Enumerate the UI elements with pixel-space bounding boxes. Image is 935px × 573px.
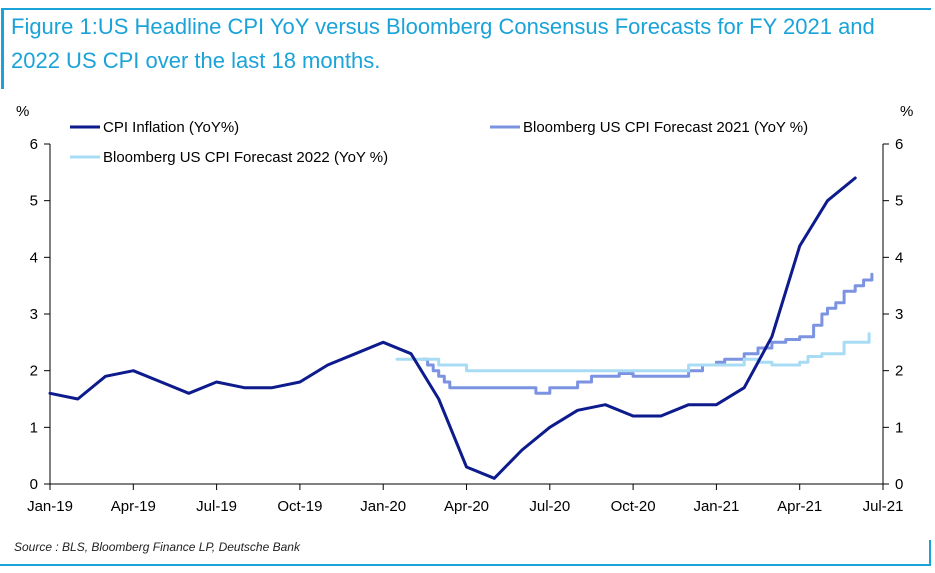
y-tick-label-left: 4 bbox=[30, 249, 38, 266]
y-tick-label-right: 5 bbox=[895, 193, 903, 210]
source-note: Source : BLS, Bloomberg Finance LP, Deut… bbox=[14, 540, 300, 554]
y-tick-label-right: 0 bbox=[895, 476, 903, 493]
series-layer bbox=[48, 176, 874, 480]
axes: % % 0 0 1 1 2 2 3 3 4 4 5 5 6 6 Jan-19 Apr-19 Jul-19 Oct-19… bbox=[16, 103, 913, 515]
y-tick-label-left: 5 bbox=[30, 193, 38, 210]
x-tick-label: Jan-20 bbox=[360, 498, 406, 515]
x-tick-label: Apr-20 bbox=[444, 498, 489, 515]
legend-label-2: Bloomberg US CPI Forecast 2021 (YoY %) bbox=[523, 119, 808, 136]
x-tick-label: Jan-19 bbox=[27, 498, 73, 515]
x-tick-label: Oct-20 bbox=[611, 498, 656, 515]
legend-label-3: Bloomberg US CPI Forecast 2022 (YoY %) bbox=[103, 149, 388, 166]
chart-title: Figure 1:US Headline CPI YoY versus Bloo… bbox=[11, 14, 875, 73]
line-chart: % % 0 0 1 1 2 2 3 3 4 4 5 5 6 6 Jan-19 Apr-19 Jul-19 Oct-19… bbox=[16, 103, 913, 515]
x-tick-label: Jul-19 bbox=[196, 498, 237, 515]
y-tick-label-left: 2 bbox=[30, 363, 38, 380]
y-tick-label-right: 4 bbox=[895, 249, 903, 266]
bottom-accent-bar bbox=[929, 540, 931, 566]
x-tick-label: Oct-19 bbox=[277, 498, 322, 515]
title-bar: Figure 1:US Headline CPI YoY versus Bloo… bbox=[0, 0, 935, 92]
y-tick-label-left: 3 bbox=[30, 306, 38, 323]
title-accent-bar bbox=[1, 9, 4, 89]
y-tick-label-right: 1 bbox=[895, 419, 903, 436]
x-tick-label: Jan-21 bbox=[693, 498, 739, 515]
y-tick-label-left: 0 bbox=[30, 476, 38, 493]
legend-label-1: CPI Inflation (YoY%) bbox=[103, 119, 239, 136]
series-line-2 bbox=[420, 272, 874, 395]
title-top-rule bbox=[1, 8, 931, 10]
y-tick-label-right: 2 bbox=[895, 363, 903, 380]
x-tick-label: Apr-19 bbox=[111, 498, 156, 515]
bottom-rule bbox=[0, 564, 931, 566]
y-axis-label-left: % bbox=[16, 103, 29, 120]
y-tick-label-right: 6 bbox=[895, 136, 903, 153]
y-tick-label-right: 3 bbox=[895, 306, 903, 323]
y-tick-label-left: 6 bbox=[30, 136, 38, 153]
legend: CPI Inflation (YoY%) Bloomberg US CPI For… bbox=[70, 119, 808, 166]
y-tick-label-left: 1 bbox=[30, 419, 38, 436]
series-line-1 bbox=[48, 176, 857, 480]
y-axis-label-right: % bbox=[900, 103, 913, 120]
x-tick-label: Apr-21 bbox=[777, 498, 822, 515]
x-tick-label: Jul-21 bbox=[863, 498, 904, 515]
x-tick-label: Jul-20 bbox=[529, 498, 570, 515]
series-line-3 bbox=[395, 332, 871, 373]
